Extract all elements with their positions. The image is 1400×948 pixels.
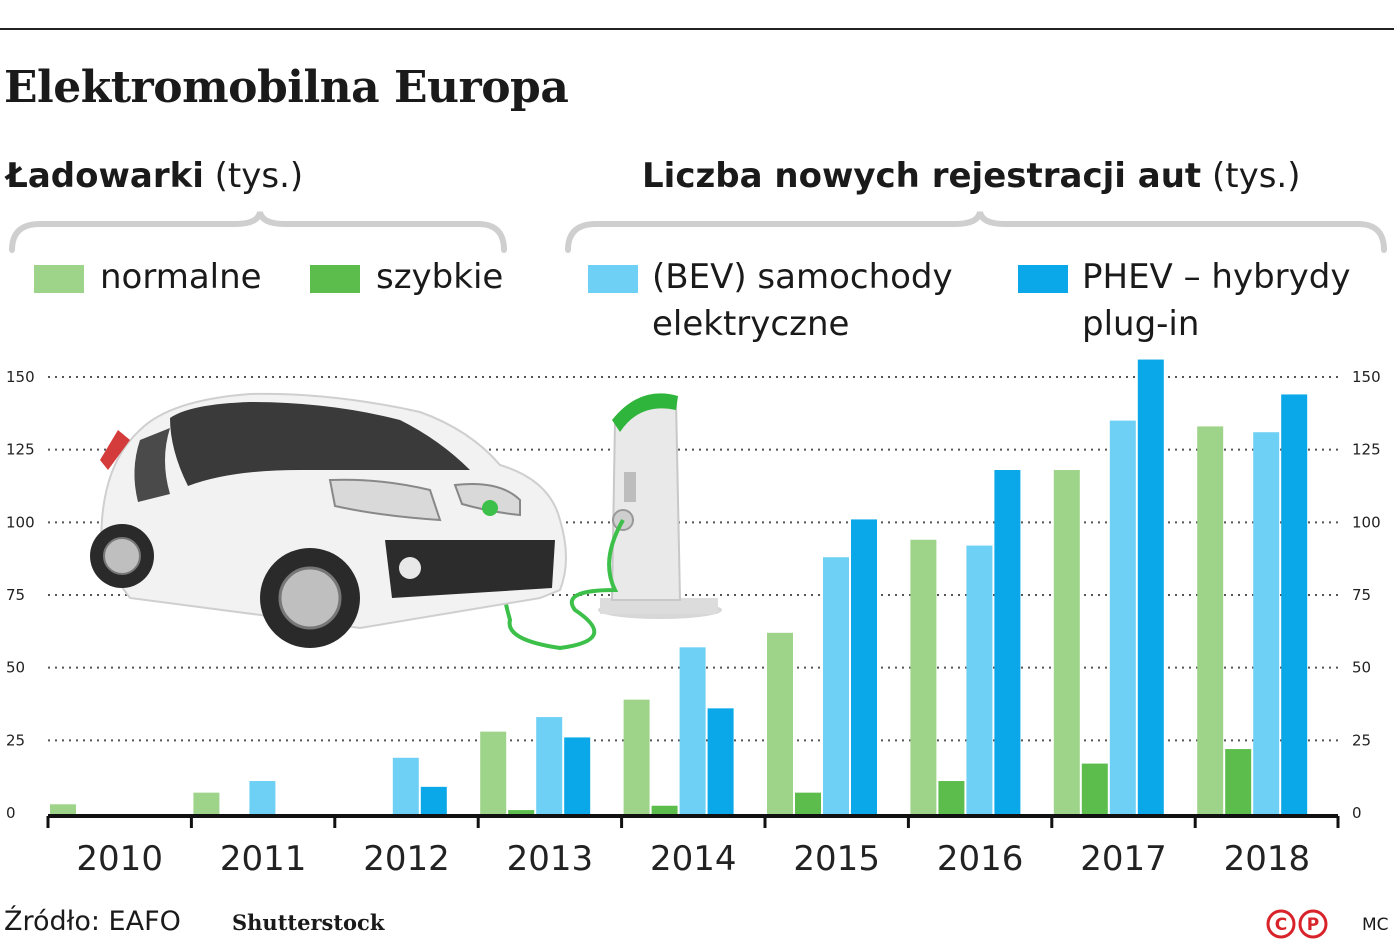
subtitle-chargers-unit: (tys.)	[214, 156, 304, 196]
legend-swatch-bev	[588, 265, 638, 293]
group-braces	[9, 211, 1387, 253]
bar-bev-2012	[392, 757, 419, 814]
page-title: Elektromobilna Europa	[4, 62, 569, 113]
brace-chargers	[9, 211, 507, 253]
bar-phev-2012	[420, 786, 447, 814]
legend-swatch-fast	[310, 265, 360, 293]
bar-normal-2015	[767, 632, 793, 814]
x-tick-label: 2015	[793, 839, 880, 879]
x-axis-labels: 2010 2011 2012 2013 2014 2015 2016 2017 2018	[76, 839, 1310, 879]
legend-label-fast: szybkie	[376, 257, 504, 297]
y-tick-label-right: 0	[1352, 804, 1362, 822]
y-tick-label-right: 100	[1352, 513, 1381, 531]
bar-bev-2013	[536, 717, 563, 814]
bars	[50, 359, 1308, 814]
y-tick-label-left: 125	[6, 441, 35, 459]
bar-phev-2016	[994, 470, 1021, 814]
x-tick-label: 2013	[507, 839, 594, 879]
bar-chart: 0 0 25 25 50 50 75 75 100 100 125 125 150 150	[6, 359, 1381, 879]
y-tick-label-left: 25	[6, 731, 25, 749]
top-rule	[0, 28, 1394, 30]
x-tick-label: 2012	[363, 839, 450, 879]
y-tick-label-left: 75	[6, 586, 25, 604]
y-tick-label-left: 50	[6, 659, 25, 677]
bar-normal-2018	[1197, 426, 1224, 814]
x-tick-label: 2017	[1080, 839, 1167, 879]
svg-text:P: P	[1307, 915, 1319, 935]
bar-bev-2018	[1253, 432, 1280, 814]
y-tick-label-right: 125	[1352, 441, 1381, 459]
charging-station-icon	[598, 393, 722, 619]
bar-bev-2016	[966, 545, 993, 814]
legend-label-phev-line2: plug-in	[1082, 304, 1200, 344]
bar-fast-2013	[508, 810, 535, 814]
bar-phev-2018	[1281, 394, 1308, 814]
bar-normal-2013	[480, 731, 507, 814]
y-tick-label-right: 25	[1352, 731, 1371, 749]
source-note: Źródło: EAFO	[4, 906, 181, 937]
subtitle-registrations: Liczba nowych rejestracji aut (tys.)	[642, 156, 1301, 196]
bar-phev-2015	[851, 519, 877, 814]
image-credit: Shutterstock	[232, 910, 385, 935]
bar-bev-2014	[679, 647, 706, 814]
author-initials: MC	[1362, 915, 1389, 935]
car-charger-illustration	[90, 392, 722, 651]
x-axis-tick-marks	[46, 816, 1340, 828]
bar-normal-2010	[50, 804, 76, 814]
cp-logo-icon: C P	[1266, 909, 1328, 939]
x-tick-label: 2011	[220, 839, 307, 879]
bar-fast-2017	[1081, 763, 1108, 814]
subtitle-chargers: Ładowarki (tys.)	[6, 156, 303, 196]
bar-bev-2011	[249, 781, 276, 814]
y-tick-label-right: 75	[1352, 586, 1371, 604]
x-tick-label: 2010	[76, 839, 163, 879]
y-axis-ticks: 0 0 25 25 50 50 75 75 100 100 125 125 150 150	[6, 368, 1381, 822]
bar-phev-2013	[564, 737, 591, 814]
legend-swatch-phev	[1018, 265, 1068, 293]
x-tick-label: 2018	[1224, 839, 1311, 879]
legend-label-bev-line1: (BEV) samochody	[652, 257, 953, 297]
bar-normal-2011	[193, 792, 220, 814]
bar-normal-2016	[910, 539, 937, 814]
y-tick-label-left: 150	[6, 368, 35, 386]
subtitle-registrations-label: Liczba nowych rejestracji aut	[642, 156, 1202, 196]
legend-swatch-normal	[34, 265, 84, 293]
bar-phev-2014	[707, 708, 734, 814]
bar-bev-2017	[1109, 420, 1136, 814]
bar-normal-2017	[1053, 470, 1080, 814]
subtitle-chargers-label: Ładowarki	[6, 156, 204, 196]
bar-fast-2016	[938, 781, 965, 814]
bar-fast-2018	[1225, 749, 1252, 814]
svg-text:C: C	[1275, 915, 1287, 935]
bar-bev-2015	[823, 557, 849, 814]
brace-registrations	[565, 211, 1387, 253]
y-tick-label-left: 0	[6, 804, 16, 822]
bar-normal-2014	[623, 699, 650, 814]
subtitle-registrations-unit: (tys.)	[1211, 156, 1301, 196]
y-tick-label-right: 50	[1352, 659, 1371, 677]
x-tick-label: 2014	[650, 839, 737, 879]
bar-fast-2015	[795, 792, 821, 814]
bar-fast-2014	[651, 805, 678, 814]
y-tick-label-left: 100	[6, 513, 35, 531]
legend-label-bev-line2: elektryczne	[652, 304, 850, 344]
x-tick-label: 2016	[937, 839, 1024, 879]
y-tick-label-right: 150	[1352, 368, 1381, 386]
electric-car-icon	[90, 392, 567, 648]
legend-label-phev-line1: PHEV – hybrydy	[1082, 257, 1351, 297]
legend-label-normal: normalne	[100, 257, 262, 297]
bar-phev-2017	[1137, 359, 1164, 814]
